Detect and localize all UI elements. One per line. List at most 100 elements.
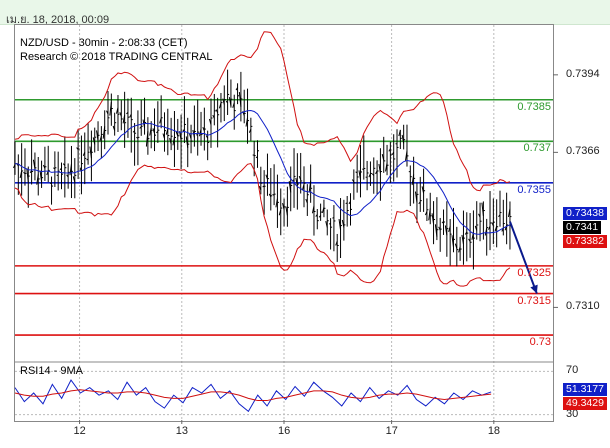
candle-open [265,174,268,180]
candle-open [338,218,342,231]
level-label: 0.7315 [517,294,551,307]
candle-open [458,246,461,253]
candle-open [288,181,292,193]
candle-open [332,217,335,219]
candle-open [305,198,308,204]
y-tick-label: 0.7394 [566,67,600,80]
candle-open [474,225,478,231]
candle-open [82,152,86,156]
candle-open [418,201,421,205]
candle-open [232,102,235,108]
candle-open [421,186,425,194]
moving-average [14,110,511,235]
candle-open [26,168,29,183]
candle-open [471,232,474,240]
candle-open [189,133,192,140]
rsi-line [14,379,492,413]
candle-open [53,167,56,170]
candle-open [42,164,46,169]
candle-open [444,225,448,236]
candle-open [115,107,119,114]
candle-open [36,174,39,185]
candle-open [498,214,501,218]
candle-open [215,109,219,114]
candle-open [278,209,282,216]
candle-open [262,185,265,188]
candle-open [62,163,66,166]
candle-open [89,146,92,159]
candle-open [29,170,33,174]
candle-open [102,126,106,139]
candle-open [185,136,189,148]
candle-open [431,213,435,225]
candle-open [351,179,355,183]
candle-open [341,219,345,228]
candle-open [228,97,232,106]
candle-open [212,114,215,119]
rsi-badge: 49.3429 [563,397,607,410]
price-badge: 0.7341 [563,221,602,234]
x-tick-label: 17 [385,425,398,437]
candle-open [388,148,391,152]
level-label: 0.7385 [517,100,551,113]
candle-open [255,156,258,159]
candle-open [49,182,52,185]
rsi-tick-label: 30 [566,407,579,420]
candle-open [272,193,275,196]
level-label: 0.73 [529,336,551,349]
candle-open [285,206,288,216]
candle-open [315,214,318,217]
candle-open [175,131,179,137]
rsi-ma-line [14,389,492,402]
candle-open [381,153,385,161]
candle-open [348,201,351,205]
x-tick-label: 12 [73,425,86,437]
candle-open [162,133,165,139]
y-tick-label: 0.7366 [566,145,600,158]
level-label: 0.737 [523,142,551,155]
candle-open [165,128,169,135]
price-badge: 0.73382 [563,235,607,248]
candle-open [149,127,152,136]
candle-open [358,170,361,180]
candle-open [248,129,252,133]
candle-open [404,150,408,161]
x-tick-label: 18 [487,425,501,437]
candle-open [308,180,312,193]
candle-open [112,125,116,131]
candle-open [501,228,504,232]
candle-open [355,171,358,174]
candle-open [325,221,328,228]
candle-open [106,110,109,115]
candle-open [23,172,26,175]
candle-open [302,183,305,191]
candle-open [205,135,209,139]
candle-open [96,130,99,142]
forecast-arrowhead [530,284,538,294]
candle-open [59,167,62,171]
candle-open [468,238,471,242]
candle-open [438,226,441,231]
chart-subtitle: Research © 2018 TRADING CENTRAL [20,51,213,63]
candle-open [335,241,338,246]
candle-open [441,221,444,224]
timestamp: เม.ย. 18, 2018, 00:09 [6,14,110,26]
bollinger-upper [14,31,511,192]
candle-open [268,193,272,198]
candle-open [86,158,89,161]
candle-open [119,112,122,117]
candle-open [72,176,76,183]
candle-open [109,102,112,116]
candle-open [318,215,322,218]
candle-open [136,136,139,139]
candle-open [245,117,249,127]
candle-open [235,87,238,91]
candle-open [428,208,431,221]
candle-open [179,131,182,141]
candle-open [218,102,222,109]
candle-open [507,208,511,218]
candle-open [19,170,23,179]
candle-open [13,164,16,169]
candle-open [122,114,126,124]
